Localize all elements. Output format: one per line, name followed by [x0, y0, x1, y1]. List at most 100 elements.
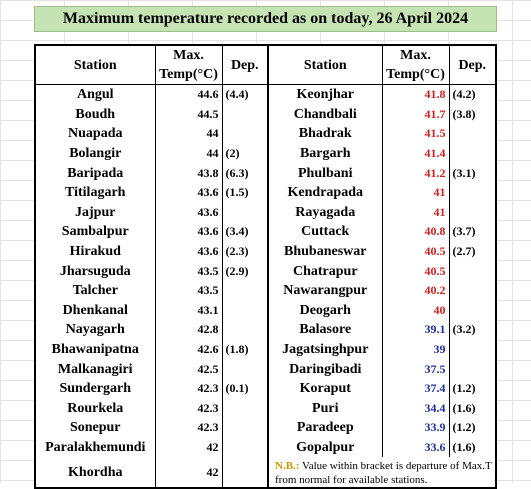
station-name: Paradeep	[267, 418, 382, 438]
max-temp: 43.8	[154, 163, 222, 183]
max-temp: 43.6	[154, 222, 222, 242]
max-temp: 42	[154, 457, 222, 489]
departure	[221, 104, 268, 125]
station-name: Jajpur	[34, 202, 155, 223]
station-name: Chatrapur	[267, 261, 382, 281]
table-row: Jajpur 43.6 Rayagada 41	[34, 202, 497, 223]
station-name: Phulbani	[267, 163, 382, 183]
station-name: Daringibadi	[267, 359, 382, 379]
station-name: Talcher	[34, 280, 155, 301]
max-temp: 41	[381, 182, 449, 203]
table-row: Dhenkanal 43.1 Deogarh 40	[34, 300, 497, 321]
station-name: Nawarangpur	[267, 280, 382, 301]
departure	[448, 339, 497, 360]
departure	[448, 143, 497, 164]
max-temp: 42.6	[154, 339, 222, 360]
departure	[221, 457, 268, 489]
table-row: Malkanagiri 42.5 Daringibadi 37.5	[34, 359, 497, 379]
max-temp: 41.4	[381, 143, 449, 164]
station-name: Puri	[267, 398, 382, 419]
station-name: Bhubaneswar	[267, 241, 382, 262]
station-name: Jharsuguda	[34, 261, 155, 281]
station-name: Bhawanipatna	[34, 339, 155, 360]
station-name: Rayagada	[267, 202, 382, 223]
header-dep-left: Dep.	[221, 44, 268, 85]
note-box: N.B.: Value within bracket is departure …	[267, 457, 497, 489]
table-row: Rourkela 42.3 Puri 34.4 (1.6)	[34, 398, 497, 419]
station-name: Boudh	[34, 104, 155, 125]
station-name: Bhadrak	[267, 124, 382, 144]
page-title: Maximum temperature recorded as on today…	[62, 10, 469, 27]
station-name: Hirakud	[34, 241, 155, 262]
station-name: Malkanagiri	[34, 359, 155, 379]
station-name: Angul	[34, 83, 155, 105]
max-temp: 42.3	[154, 418, 222, 438]
max-temp: 43.6	[154, 202, 222, 223]
header-station-right: Station	[267, 44, 382, 85]
station-name: Keonjhar	[267, 83, 382, 105]
departure	[448, 124, 497, 144]
header-max-right: Max. Temp(°C)	[381, 44, 449, 85]
max-temp: 42.8	[154, 320, 222, 340]
max-temp: 37.5	[381, 359, 449, 379]
max-temp: 33.9	[381, 418, 449, 438]
departure: (2.7)	[448, 241, 497, 262]
station-name: Jagatsinghpur	[267, 339, 382, 360]
table-row: Bhawanipatna 42.6 (1.8) Jagatsinghpur 39	[34, 339, 497, 360]
departure: (6.3)	[221, 163, 268, 183]
departure	[221, 437, 268, 458]
station-name: Rourkela	[34, 398, 155, 419]
departure: (2)	[221, 143, 268, 164]
max-temp: 41.8	[381, 83, 449, 105]
departure	[221, 124, 268, 144]
header-max-left: Max. Temp(°C)	[154, 44, 222, 85]
table-row: Sambalpur 43.6 (3.4) Cuttack 40.8 (3.7)	[34, 222, 497, 242]
station-name: Sundergarh	[34, 378, 155, 399]
departure: (3.8)	[448, 104, 497, 125]
station-name: Deogarh	[267, 300, 382, 321]
departure	[221, 300, 268, 321]
max-temp: 40	[381, 300, 449, 321]
max-temp: 33.6	[381, 437, 449, 458]
departure: (1.2)	[448, 378, 497, 399]
max-temp: 44	[154, 143, 222, 164]
max-temp: 43.5	[154, 280, 222, 301]
departure	[448, 359, 497, 379]
max-temp: 42.5	[154, 359, 222, 379]
max-temp: 37.4	[381, 378, 449, 399]
max-temp: 40.8	[381, 222, 449, 242]
departure	[221, 280, 268, 301]
departure: (1.5)	[221, 182, 268, 203]
max-temp: 44.6	[154, 83, 222, 105]
station-name: Chandbali	[267, 104, 382, 125]
max-temp: 43.5	[154, 261, 222, 281]
station-name: Gopalpur	[267, 437, 382, 458]
max-temp: 39	[381, 339, 449, 360]
temperature-table: Station Max. Temp(°C) Dep. Station Max. Te…	[34, 44, 497, 489]
station-name: Sambalpur	[34, 222, 155, 242]
table-row: Titilagarh 43.6 (1.5) Kendrapada 41	[34, 182, 497, 203]
departure: (3.1)	[448, 163, 497, 183]
departure: (3.2)	[448, 320, 497, 340]
max-temp: 43.6	[154, 182, 222, 203]
max-temp: 43.6	[154, 241, 222, 262]
table-row: Paralakhemundi 42 Gopalpur 33.6 (1.6)	[34, 437, 497, 458]
departure: (3.7)	[448, 222, 497, 242]
departure	[448, 182, 497, 203]
departure	[448, 261, 497, 281]
table-row: Talcher 43.5 Nawarangpur 40.2	[34, 280, 497, 301]
departure: (3.4)	[221, 222, 268, 242]
departure	[221, 418, 268, 438]
table-row: Khordha 42 N.B.: Value within bracket is d…	[34, 457, 497, 489]
station-name: Titilagarh	[34, 182, 155, 203]
table-row: Hirakud 43.6 (2.3) Bhubaneswar 40.5 (2.7)	[34, 241, 497, 262]
table-row: Boudh 44.5 Chandbali 41.7 (3.8)	[34, 104, 497, 125]
table-row: Baripada 43.8 (6.3) Phulbani 41.2 (3.1)	[34, 163, 497, 183]
max-temp: 41	[381, 202, 449, 223]
departure	[448, 280, 497, 301]
departure: (4.4)	[221, 83, 268, 105]
max-temp: 41.7	[381, 104, 449, 125]
max-temp: 44	[154, 124, 222, 144]
max-temp: 42.3	[154, 398, 222, 419]
station-name: Bargarh	[267, 143, 382, 164]
